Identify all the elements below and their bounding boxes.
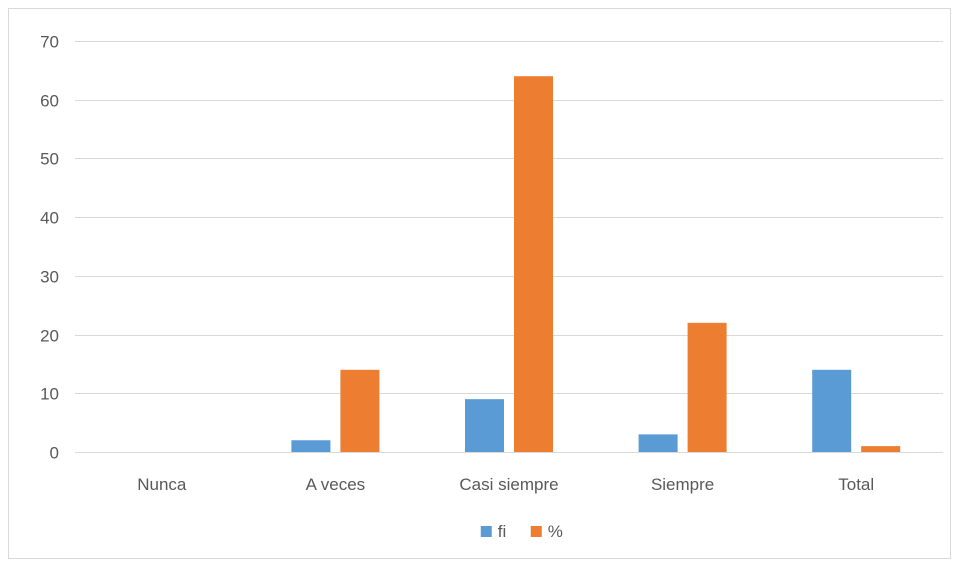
x-tick-label: Siempre bbox=[651, 475, 714, 494]
bar-percent-3 bbox=[687, 322, 727, 452]
bar-percent-4 bbox=[861, 446, 901, 452]
chart-frame bbox=[8, 8, 951, 559]
bar-percent-2 bbox=[514, 76, 553, 452]
legend-swatch bbox=[480, 526, 492, 537]
y-tick-label: 60 bbox=[40, 92, 59, 111]
y-tick-label: 10 bbox=[40, 385, 59, 404]
gridlines bbox=[75, 41, 943, 453]
y-tick-label: 0 bbox=[50, 444, 59, 463]
bar-fi-1 bbox=[291, 440, 331, 452]
x-tick-label: Total bbox=[838, 475, 874, 494]
y-tick-label: 20 bbox=[40, 327, 59, 346]
bar-percent-1 bbox=[340, 369, 380, 452]
legend-item-percent: % bbox=[530, 522, 563, 541]
y-tick-label: 70 bbox=[40, 33, 59, 52]
legend-item-fi: fi bbox=[480, 522, 507, 541]
bar-fi-3 bbox=[638, 434, 678, 452]
y-tick-label: 50 bbox=[40, 150, 59, 169]
y-tick-label: 40 bbox=[40, 209, 59, 228]
legend: fi% bbox=[480, 522, 563, 541]
legend-swatch bbox=[530, 526, 542, 537]
x-tick-label: Nunca bbox=[137, 475, 187, 494]
bar-fi-2 bbox=[465, 399, 504, 452]
legend-label: % bbox=[548, 522, 563, 541]
y-tick-label: 30 bbox=[40, 268, 59, 287]
bar-fi-4 bbox=[812, 369, 852, 452]
y-axis-tick-labels: 0 10 20 30 40 50 60 70 bbox=[40, 33, 59, 463]
bars bbox=[291, 76, 901, 452]
x-tick-label: A veces bbox=[306, 475, 366, 494]
x-axis-tick-labels: Nunca A veces Casi siempre Siempre Total bbox=[137, 475, 874, 494]
x-tick-label: Casi siempre bbox=[459, 475, 558, 494]
legend-label: fi bbox=[498, 522, 507, 541]
